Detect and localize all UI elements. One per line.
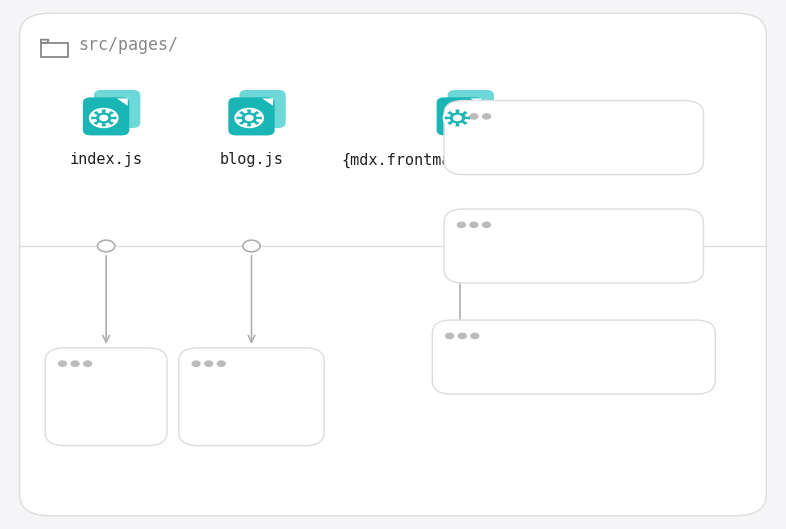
Circle shape [59,361,67,366]
FancyBboxPatch shape [83,97,129,135]
Circle shape [457,114,465,119]
Circle shape [443,108,472,127]
Polygon shape [263,98,274,106]
Circle shape [470,114,478,119]
Circle shape [97,240,115,252]
FancyBboxPatch shape [239,90,286,128]
Text: src/pages/: src/pages/ [79,36,178,54]
Polygon shape [237,116,242,120]
Polygon shape [461,111,468,115]
FancyBboxPatch shape [20,13,766,516]
FancyBboxPatch shape [448,90,494,128]
Circle shape [457,222,465,227]
Circle shape [245,115,253,121]
Polygon shape [91,116,97,120]
Polygon shape [253,111,259,115]
Polygon shape [247,110,252,113]
Circle shape [458,333,466,339]
Polygon shape [447,121,454,125]
FancyBboxPatch shape [179,348,324,445]
Text: /: / [63,391,75,411]
Polygon shape [239,121,245,125]
Text: /blog: /blog [196,391,259,411]
Polygon shape [101,123,106,126]
FancyBboxPatch shape [444,209,703,283]
Polygon shape [455,123,460,126]
Polygon shape [253,121,259,125]
Circle shape [235,108,263,127]
Polygon shape [447,111,454,115]
Circle shape [71,361,79,366]
Polygon shape [455,110,460,113]
Circle shape [90,108,118,127]
Circle shape [470,222,478,227]
Polygon shape [239,111,245,115]
Text: /another-post: /another-post [461,240,626,260]
FancyBboxPatch shape [437,97,483,135]
Text: /my-first-post: /my-first-post [461,132,638,152]
Polygon shape [247,123,252,126]
Circle shape [471,333,479,339]
Polygon shape [108,111,114,115]
Circle shape [450,113,465,123]
Text: index.js: index.js [70,152,142,167]
Circle shape [243,240,260,252]
Polygon shape [108,121,114,125]
Text: {mdx.frontmatter__slug}.js: {mdx.frontmatter__slug}.js [341,152,578,169]
Circle shape [205,361,213,366]
Circle shape [242,113,256,123]
Circle shape [483,222,490,227]
Polygon shape [94,111,100,115]
Polygon shape [465,116,470,120]
FancyBboxPatch shape [94,90,140,128]
Polygon shape [101,110,106,113]
FancyBboxPatch shape [46,348,167,445]
Polygon shape [445,116,450,120]
Text: /yet-another-post: /yet-another-post [450,351,664,371]
Circle shape [454,115,461,121]
Polygon shape [256,116,262,120]
Circle shape [446,333,454,339]
Circle shape [217,361,226,366]
Circle shape [451,240,468,252]
Circle shape [84,361,92,366]
FancyBboxPatch shape [432,320,715,394]
Circle shape [483,114,490,119]
Circle shape [192,361,200,366]
Polygon shape [111,116,116,120]
Circle shape [100,115,108,121]
Polygon shape [461,121,468,125]
Text: blog.js: blog.js [219,152,284,167]
Polygon shape [470,98,481,106]
FancyBboxPatch shape [444,101,703,175]
FancyBboxPatch shape [229,97,275,135]
Circle shape [97,113,111,123]
Polygon shape [116,98,128,106]
Polygon shape [94,121,100,125]
